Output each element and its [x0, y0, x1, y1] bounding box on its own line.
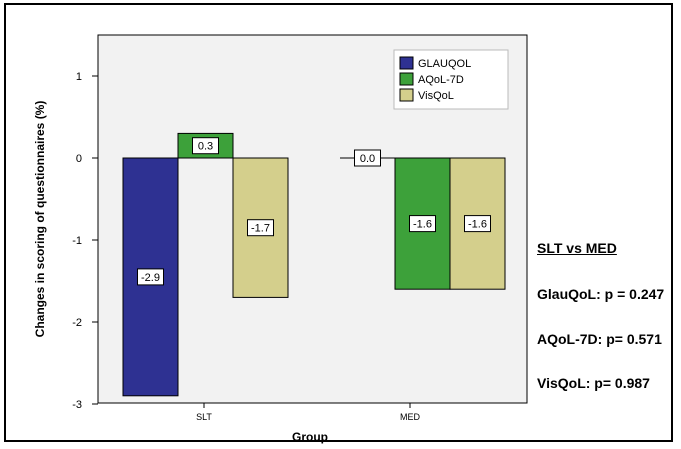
p-value-aqol-7d: AQoL-7D: p= 0.571	[537, 331, 662, 347]
data-label: 0.0	[360, 153, 375, 165]
data-label: -2.9	[141, 272, 160, 284]
y-tick-label: -3	[72, 399, 82, 411]
x-tick-label: SLT	[196, 412, 212, 422]
data-label: -1.6	[468, 219, 487, 231]
data-label-box	[192, 137, 219, 155]
p-value-visqol: VisQoL: p= 0.987	[537, 375, 650, 391]
y-tick-label: -2	[72, 317, 82, 329]
figure-frame	[4, 3, 673, 442]
legend-swatch	[399, 56, 414, 70]
y-tick-label: -1	[72, 235, 82, 247]
p-value-glauqol: GlauQoL: p = 0.247	[537, 286, 665, 302]
legend-swatch	[399, 88, 414, 102]
data-label-box	[464, 215, 491, 233]
data-label-box	[409, 215, 436, 233]
data-label: 0.3	[198, 141, 213, 153]
data-label: -1.6	[413, 219, 432, 231]
comparison-title: SLT vs MED	[537, 240, 617, 256]
data-label-box	[137, 268, 164, 286]
data-label: -1.7	[251, 223, 270, 235]
legend-swatch	[399, 72, 414, 86]
data-label-box	[354, 149, 381, 167]
y-tick-label: 0	[76, 153, 82, 165]
data-label-box	[247, 219, 274, 237]
y-axis-title: Changes in scoring of questionnaires (%)	[33, 101, 47, 338]
x-tick-label: MED	[400, 412, 421, 422]
y-tick-label: 1	[76, 71, 82, 83]
legend-label: GLAUQOL	[418, 58, 471, 70]
x-axis-title: Group	[292, 430, 328, 444]
legend-label: VisQoL	[418, 90, 454, 102]
legend-label: AQoL-7D	[418, 74, 464, 86]
